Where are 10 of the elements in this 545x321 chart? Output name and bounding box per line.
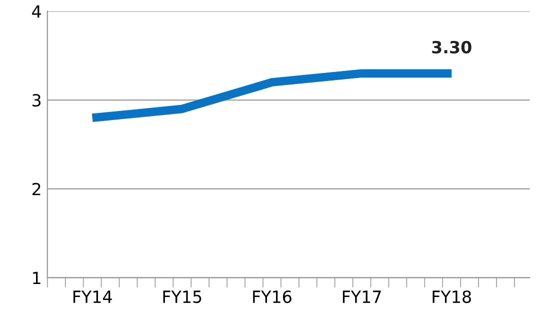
x-tick-label: FY16: [253, 290, 292, 304]
x-tick-label: FY17: [342, 290, 381, 303]
y-tick-label: 3: [32, 94, 41, 107]
x-tick-label: FY18: [432, 290, 471, 304]
y-tick-label: 4: [32, 5, 41, 18]
y-tick-label: 1: [33, 272, 40, 284]
x-tick-label: FY14: [73, 290, 112, 303]
y-tick-label: 2: [32, 182, 40, 196]
x-tick-label: FY15: [163, 290, 202, 304]
data-label: 3.30: [432, 40, 472, 54]
